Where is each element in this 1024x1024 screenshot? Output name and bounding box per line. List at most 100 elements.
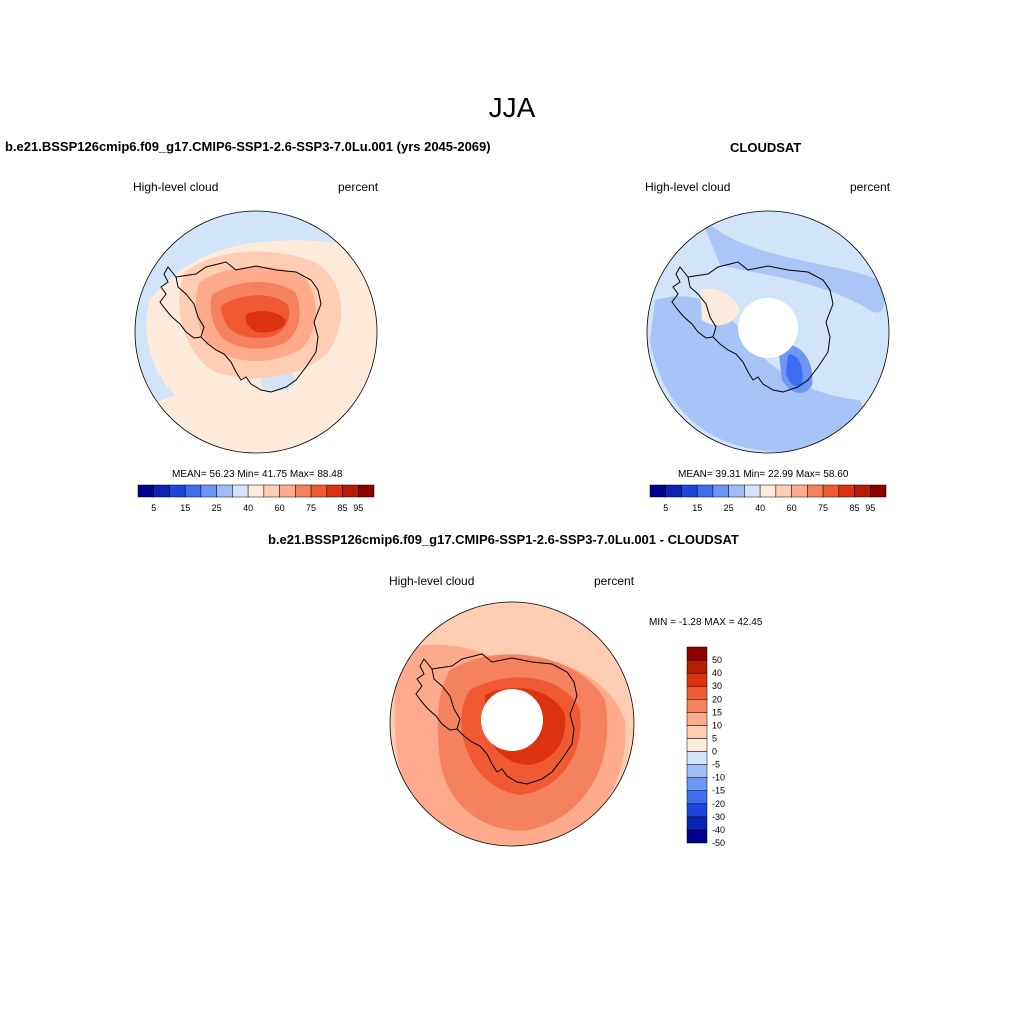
colorbar-panel3-tick-label: -15 — [712, 786, 725, 796]
colorbar-panel3-swatch — [686, 712, 708, 726]
colorbar-panel2-swatch — [807, 484, 824, 498]
colorbar-panel1-swatch — [358, 484, 375, 498]
colorbar-panel2-tick-label: 5 — [663, 503, 668, 513]
colorbar-panel1-swatch — [342, 484, 359, 498]
colorbar-panel1-tick-label: 60 — [275, 503, 285, 513]
colorbar-panel3-swatch — [686, 646, 708, 661]
colorbar-panel3-tick-label: -5 — [712, 760, 720, 770]
colorbar-panel3-swatch — [686, 672, 708, 687]
colorbar-panel1-tick-label: 25 — [212, 503, 222, 513]
colorbar-panel1-swatch — [232, 484, 249, 498]
colorbar-panel1-swatch — [279, 484, 296, 498]
panel2-fill-band-2 — [700, 215, 885, 313]
colorbar-panel2-swatch — [728, 484, 745, 498]
colorbar-panel2: 5 15 25 40 60 75 85 95 — [649, 484, 887, 513]
colorbar-panel2-tick-label: 85 — [850, 503, 860, 513]
panel1-right-label: percent — [338, 180, 379, 194]
colorbar-panel3-swatch — [686, 790, 708, 805]
panel2-map-border — [646, 210, 890, 454]
colorbar-panel2-swatch — [681, 484, 698, 498]
panel1-fill-blue-region — [135, 211, 377, 410]
panel1-fill-contour-5 — [245, 311, 286, 333]
colorbar-panel2-swatch — [744, 484, 761, 498]
panel1-fill-contour-2 — [195, 266, 316, 362]
colorbar-panel3-tick-label: 30 — [712, 681, 722, 691]
main-title: JJA — [488, 92, 536, 123]
colorbar-panel1-tick-label: 95 — [353, 503, 363, 513]
colorbar-panel1-swatch — [216, 484, 233, 498]
colorbar-panel2-swatch — [854, 484, 871, 498]
colorbar-panel2-swatch — [838, 484, 855, 498]
colorbar-panel2-tick-label: 60 — [787, 503, 797, 513]
colorbar-panel2-swatch — [712, 484, 729, 498]
panel3-map-border — [389, 601, 635, 847]
colorbar-panel1-swatch — [200, 484, 217, 498]
panel3-fill-contour-3 — [461, 677, 581, 795]
colorbar-panel1-swatch — [326, 484, 343, 498]
colorbar-panel2-swatch — [822, 484, 840, 498]
panel2-stats: MEAN= 39.31 Min= 22.99 Max= 58.60 — [678, 469, 849, 480]
panel2-fill-band-1 — [650, 296, 866, 452]
colorbar-panel3-tick-label: -40 — [712, 825, 725, 835]
panel1-left-label: High-level cloud — [133, 180, 219, 194]
colorbar-panel2-tick-label: 75 — [818, 503, 828, 513]
colorbar-panel3-swatch — [686, 764, 708, 778]
colorbar-panel3-swatch — [686, 725, 708, 739]
colorbar-panel3-tick-label: -30 — [712, 812, 725, 822]
colorbar-panel1-swatch — [169, 484, 186, 498]
panel2-fill-warm-patch — [700, 288, 740, 326]
panel3-fill-contour-2 — [437, 654, 608, 831]
panel1-map — [135, 211, 377, 453]
panel2-fill-band-3 — [778, 344, 813, 393]
colorbar-panel2-swatch — [759, 484, 777, 498]
colorbar-panel1-swatch — [310, 484, 328, 498]
colorbar-panel3-tick-label: -20 — [712, 799, 725, 809]
colorbar-panel3-tick-label: 20 — [712, 694, 722, 704]
colorbar-panel1-tick-label: 15 — [180, 503, 190, 513]
colorbar-panel2-swatch — [791, 484, 808, 498]
colorbar-panel3-swatch — [686, 699, 708, 713]
colorbar-panel2-swatch — [870, 484, 887, 498]
colorbar-panel3-tick-label: -50 — [712, 838, 725, 848]
colorbar-panel3-swatch — [686, 816, 708, 831]
panel2-left-label: High-level cloud — [645, 180, 731, 194]
colorbar-panel2-swatch — [649, 484, 666, 498]
colorbar-panel2-tick-label: 15 — [692, 503, 702, 513]
colorbar-panel3-swatch — [686, 777, 708, 791]
colorbar-panel3-tick-label: 40 — [712, 668, 722, 678]
colorbar-panel1-swatch — [263, 484, 280, 498]
colorbar-panel1-swatch — [184, 484, 202, 498]
panel2-right-label: percent — [850, 180, 891, 194]
colorbar-panel2-swatch — [696, 484, 714, 498]
colorbar-panel3-swatch — [686, 685, 708, 700]
colorbar-panel1-swatch — [137, 484, 154, 498]
colorbar-panel3-tick-label: 10 — [712, 720, 722, 730]
colorbar-panel1-tick-label: 75 — [306, 503, 316, 513]
panel3-pole-hole — [481, 689, 543, 751]
panel2-fill-band-4 — [786, 354, 803, 387]
colorbar-panel1-tick-label: 40 — [243, 503, 253, 513]
colorbar-panel3-swatch — [686, 803, 708, 818]
panel2-pole-hole — [738, 298, 798, 358]
panel3-left-label: High-level cloud — [389, 574, 475, 588]
colorbar-panel1-swatch — [295, 484, 312, 498]
colorbar-panel3-swatch — [686, 659, 708, 674]
panel2-map — [647, 211, 889, 453]
panel1-fill-blue-patch — [258, 365, 295, 392]
panel3-stats: MIN = -1.28 MAX = 42.45 — [649, 617, 763, 628]
colorbar-panel3-swatch — [686, 829, 708, 844]
panel2-fill-background — [647, 211, 889, 453]
panel1-map-border — [134, 210, 378, 454]
panel1-fill-contour-3 — [210, 281, 300, 349]
colorbar-panel1-tick-label: 5 — [151, 503, 156, 513]
colorbar-panel3-tick-label: 15 — [712, 707, 722, 717]
colorbar-panel3-tick-label: 50 — [712, 655, 722, 665]
colorbar-panel1-swatch — [247, 484, 265, 498]
colorbar-panel3-tick-label: 0 — [712, 747, 717, 757]
panel1-fill-contour-1 — [179, 251, 342, 379]
panel3-fill-background — [390, 602, 634, 846]
panel3-fill-contour-1 — [394, 644, 626, 846]
colorbar-panel1: 5 15 25 40 60 75 85 95 — [137, 484, 375, 513]
panel1-fill-contour-4 — [221, 295, 290, 338]
